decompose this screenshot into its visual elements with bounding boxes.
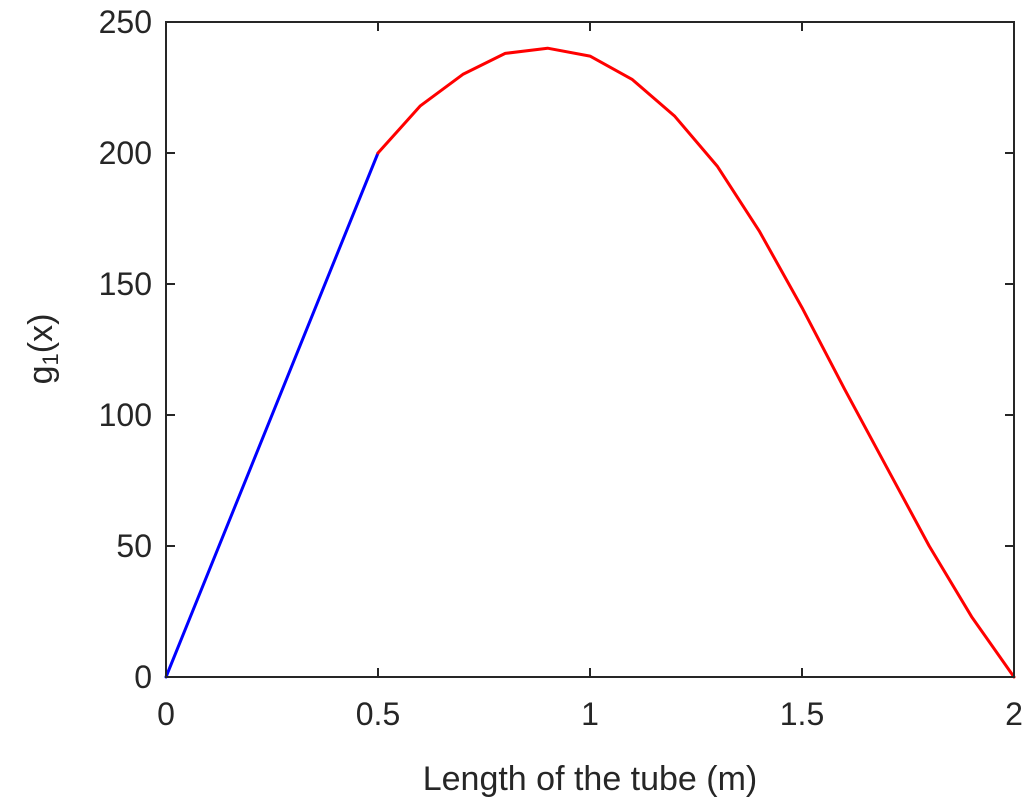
y-tick-label: 150 — [99, 266, 152, 302]
y-tick-label: 200 — [99, 135, 152, 171]
y-tick-label: 100 — [99, 397, 152, 433]
y-axis-label-args: (x) — [22, 314, 60, 354]
x-tick-label: 1 — [581, 696, 599, 732]
y-axis-label-base: g — [22, 365, 60, 384]
series-line-1 — [164, 151, 380, 679]
series-line-2 — [376, 46, 1016, 679]
y-tick-label: 0 — [134, 659, 152, 695]
x-tick-label: 0 — [157, 696, 175, 732]
x-tick-label: 2 — [1005, 696, 1023, 732]
y-tick-label: 50 — [116, 528, 152, 564]
y-axis-label: g1(x) — [22, 314, 63, 385]
x-axis-label: Length of the tube (m) — [423, 760, 758, 798]
series-layer — [164, 46, 1016, 679]
y-axis-label-subscript: 1 — [38, 353, 63, 365]
x-tick-label: 0.5 — [356, 696, 400, 732]
y-tick-label: 250 — [99, 4, 152, 40]
plot-frame — [165, 21, 1015, 678]
x-tick-label: 1.5 — [780, 696, 824, 732]
tick-layer: 0 0.5 1 1.5 2 0 50 100 150 200 250 — [99, 4, 1023, 732]
plot-area — [166, 22, 1014, 677]
